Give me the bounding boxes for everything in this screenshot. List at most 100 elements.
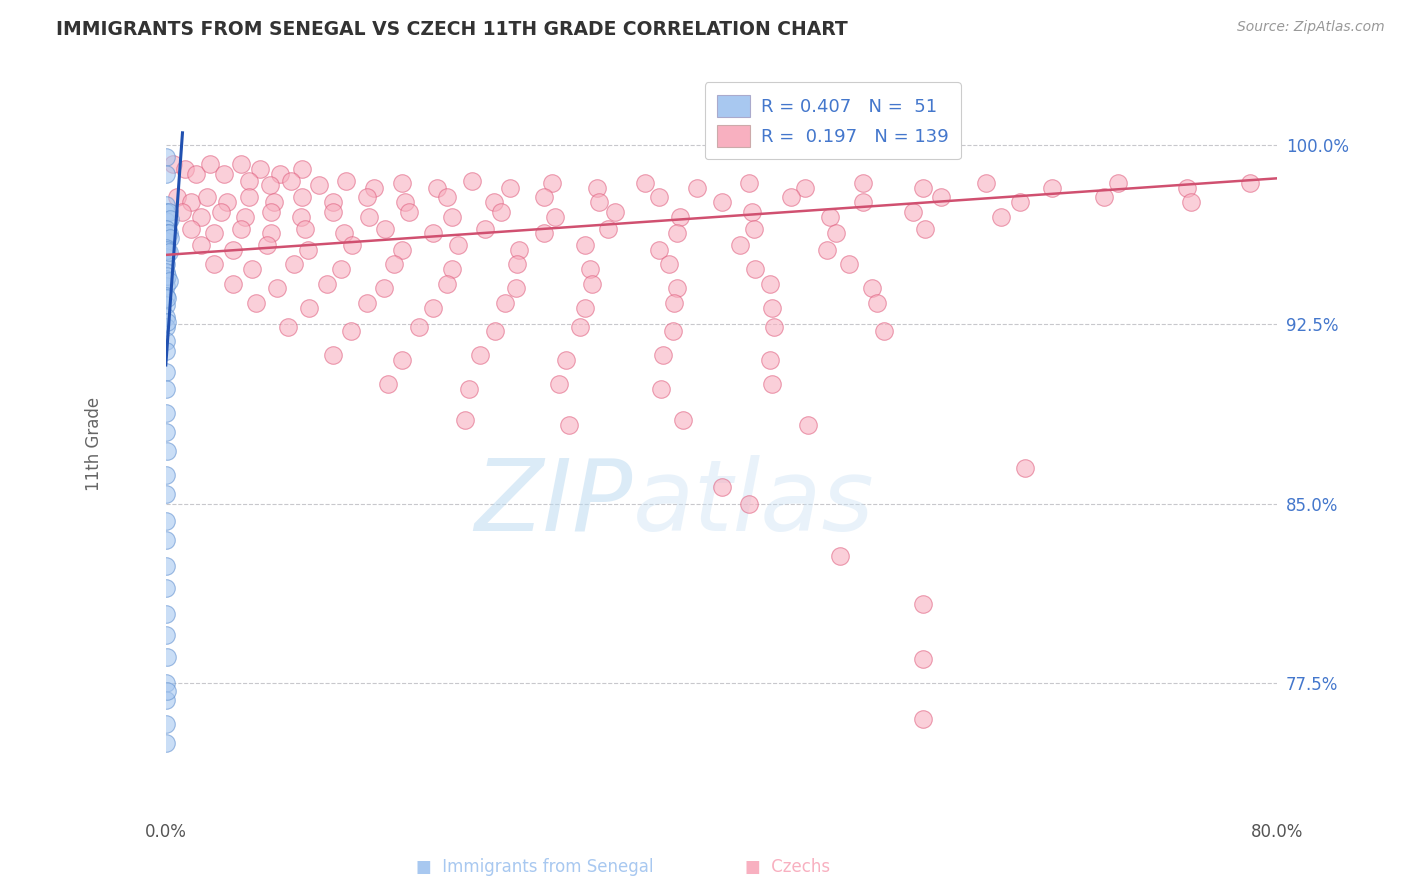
Point: [155, 717, 177, 731]
Point: [574, 301, 596, 315]
Point: [269, 167, 291, 181]
Point: [499, 181, 522, 195]
Point: [394, 195, 416, 210]
Point: [155, 257, 177, 271]
Point: [541, 176, 564, 190]
Point: [652, 348, 675, 362]
Point: [155, 343, 177, 358]
Point: [190, 210, 212, 224]
Point: [391, 243, 413, 257]
Point: [260, 204, 283, 219]
Point: [156, 269, 179, 284]
Point: [256, 238, 278, 252]
Point: [761, 377, 783, 392]
Point: [797, 417, 820, 432]
Point: [155, 406, 177, 420]
Point: [505, 281, 527, 295]
Point: [156, 315, 179, 329]
Point: [356, 190, 378, 204]
Point: [494, 295, 516, 310]
Point: [155, 204, 177, 219]
Point: [838, 257, 860, 271]
Point: [212, 167, 235, 181]
Point: [357, 210, 380, 224]
Point: [818, 210, 841, 224]
Point: [157, 204, 180, 219]
Point: [283, 257, 305, 271]
Point: [555, 353, 578, 368]
Point: [382, 257, 405, 271]
Point: [585, 181, 607, 195]
Text: IMMIGRANTS FROM SENEGAL VS CZECH 11TH GRADE CORRELATION CHART: IMMIGRANTS FROM SENEGAL VS CZECH 11TH GR…: [56, 20, 848, 38]
Point: [186, 167, 208, 181]
Point: [180, 195, 202, 210]
Point: [974, 176, 997, 190]
Point: [815, 243, 838, 257]
Point: [322, 348, 344, 362]
Point: [1010, 195, 1032, 210]
Point: [204, 257, 226, 271]
Point: [852, 195, 875, 210]
Point: [155, 167, 177, 181]
Point: [578, 262, 600, 277]
Point: [229, 157, 252, 171]
Point: [155, 221, 177, 235]
Point: [155, 559, 177, 574]
Point: [742, 221, 765, 235]
Point: [1180, 195, 1202, 210]
Point: [155, 288, 177, 302]
Point: [155, 265, 177, 279]
Point: [156, 227, 179, 241]
Point: [391, 353, 413, 368]
Point: [204, 227, 226, 241]
Point: [662, 325, 685, 339]
Point: [157, 245, 180, 260]
Point: [156, 683, 179, 698]
Point: [648, 243, 671, 257]
Point: [294, 221, 316, 235]
Point: [436, 190, 458, 204]
Point: [329, 262, 352, 277]
Point: [912, 598, 935, 612]
Point: [738, 176, 761, 190]
Point: [229, 221, 252, 235]
Point: [1175, 181, 1198, 195]
Point: [533, 227, 555, 241]
Point: [533, 190, 555, 204]
Point: [728, 238, 751, 252]
Point: [548, 377, 571, 392]
Point: [155, 693, 177, 707]
Point: [155, 272, 177, 286]
Point: [155, 279, 177, 293]
Point: [669, 210, 692, 224]
Point: [266, 281, 288, 295]
Point: [363, 181, 385, 195]
Point: [322, 195, 344, 210]
Point: [155, 607, 177, 621]
Text: atlas: atlas: [633, 455, 875, 552]
Point: [446, 238, 468, 252]
Point: [453, 413, 475, 427]
Point: [197, 190, 219, 204]
Point: [221, 243, 243, 257]
Point: [666, 281, 689, 295]
Point: [172, 204, 194, 219]
Point: [468, 348, 491, 362]
Point: [155, 241, 177, 255]
Point: [672, 413, 695, 427]
Point: [482, 195, 505, 210]
Point: [339, 325, 361, 339]
Point: [159, 231, 181, 245]
Point: [155, 319, 177, 334]
Point: [422, 301, 444, 315]
Point: [763, 319, 786, 334]
Point: [316, 277, 339, 291]
Point: [155, 628, 177, 642]
Point: [155, 250, 177, 264]
Point: [155, 228, 177, 243]
Point: [200, 157, 222, 171]
Point: [155, 676, 177, 690]
Point: [157, 274, 180, 288]
Point: [298, 301, 321, 315]
Point: [159, 212, 181, 227]
